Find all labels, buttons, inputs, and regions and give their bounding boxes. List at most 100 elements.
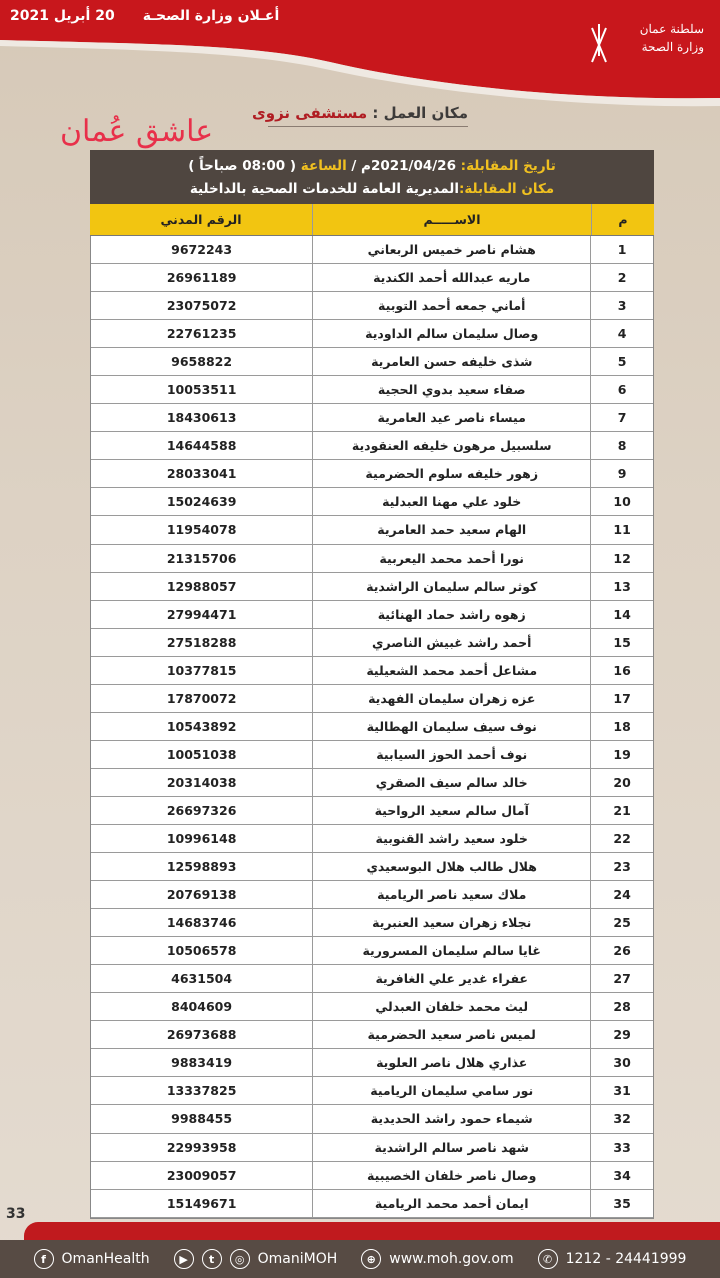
row-number: 28 bbox=[590, 993, 653, 1021]
row-number: 18 bbox=[590, 712, 653, 740]
table-row: 28 ليث محمد خلفان العبدلي 8404609 bbox=[91, 993, 653, 1022]
row-number: 23 bbox=[590, 853, 653, 881]
table-row: 2 ماريه عبدالله أحمد الكندية 26961189 bbox=[91, 264, 653, 293]
row-name: غايا سالم سليمان المسرورية bbox=[312, 937, 590, 965]
row-number: 19 bbox=[590, 740, 653, 768]
time-label: الساعة bbox=[300, 158, 347, 174]
col-number: م bbox=[591, 204, 654, 235]
row-name: شيماء حمود راشد الحديدية bbox=[312, 1105, 590, 1133]
facebook-icon[interactable]: f bbox=[33, 1249, 54, 1269]
website-link[interactable]: www.moh.gov.om bbox=[389, 1251, 514, 1267]
row-civil-id: 23009057 bbox=[166, 1167, 237, 1183]
row-number: 3 bbox=[590, 292, 653, 320]
row-civil-id: 27994471 bbox=[166, 606, 237, 622]
row-number: 26 bbox=[590, 937, 653, 965]
table-row: 9 زهور خليفه سلوم الحضرمية 28033041 bbox=[91, 460, 653, 489]
row-number: 13 bbox=[590, 572, 653, 600]
separator: / bbox=[351, 158, 357, 174]
row-name: شهد ناصر سالم الراشدية bbox=[312, 1133, 590, 1161]
table-row: 22 خلود سعيد راشد القنوبية 10996148 bbox=[91, 824, 653, 854]
logo-line2: وزارة الصحة bbox=[641, 40, 704, 54]
row-name: نوف سيف سليمان الهطالية bbox=[312, 712, 590, 740]
table-row: 33 شهد ناصر سالم الراشدية 22993958 bbox=[91, 1133, 653, 1162]
row-civil-id: 26973688 bbox=[166, 1027, 237, 1043]
youtube-icon[interactable]: ▶ bbox=[173, 1249, 194, 1269]
table-row: 35 ايمان أحمد محمد الريامية 15149671 bbox=[91, 1189, 653, 1218]
logo-line1: سلطنة عمان bbox=[639, 22, 704, 36]
work-label: مكان العمل : bbox=[372, 104, 468, 122]
row-civil-id: 10051038 bbox=[166, 746, 237, 762]
row-civil-id: 20314038 bbox=[166, 774, 237, 790]
row-civil-id: 9672243 bbox=[171, 242, 233, 258]
row-civil-id: 22993958 bbox=[166, 1139, 237, 1155]
row-name: زهوه راشد حماد الهنائية bbox=[312, 600, 590, 628]
row-number: 31 bbox=[590, 1077, 653, 1105]
table-row: 34 وصال ناصر خلفان الخصيبية 23009057 bbox=[91, 1161, 653, 1190]
row-name: ايمان أحمد محمد الريامية bbox=[312, 1189, 590, 1217]
table-row: 20 خالد سالم سيف الصقري 20314038 bbox=[91, 768, 653, 797]
table-row: 7 ميساء ناصر عيد العامرية 18430613 bbox=[91, 404, 653, 433]
row-number: 15 bbox=[590, 628, 653, 656]
row-number: 12 bbox=[590, 544, 653, 572]
row-civil-id: 12988057 bbox=[166, 578, 237, 594]
table-row: 24 ملاك سعيد ناصر الريامية 20769138 bbox=[91, 881, 653, 910]
table-row: 4 وصال سليمان سالم الداودية 22761235 bbox=[91, 320, 653, 349]
row-name: زهور خليفه سلوم الحضرمية bbox=[312, 460, 590, 488]
work-value: مستشفى نزوى bbox=[252, 104, 368, 122]
row-name: ليث محمد خلفان العبدلي bbox=[312, 993, 590, 1021]
table-row: 10 خلود علي مهنا العبدلية 15024639 bbox=[91, 488, 653, 517]
row-name: نورا أحمد محمد اليعربية bbox=[312, 544, 590, 572]
row-number: 14 bbox=[590, 600, 653, 628]
table-row: 21 آمال سالم سعيد الرواحية 26697326 bbox=[91, 796, 653, 825]
row-number: 4 bbox=[590, 320, 653, 348]
table-row: 16 مشاعل أحمد محمد الشعيلية 10377815 bbox=[91, 656, 653, 685]
row-number: 11 bbox=[590, 516, 653, 544]
phone-icon: ✆ bbox=[537, 1249, 558, 1269]
date-label: تاريخ المقابلة: bbox=[460, 158, 556, 174]
twitter-icon[interactable]: t bbox=[201, 1249, 222, 1269]
page-number: 33 bbox=[6, 1206, 26, 1222]
row-number: 32 bbox=[590, 1105, 653, 1133]
row-number: 20 bbox=[590, 768, 653, 796]
row-name: عزه زهران سليمان الفهدية bbox=[312, 684, 590, 712]
row-name: آمال سالم سعيد الرواحية bbox=[312, 796, 590, 824]
row-number: 35 bbox=[590, 1189, 653, 1217]
table-row: 17 عزه زهران سليمان الفهدية 17870072 bbox=[91, 684, 653, 713]
globe-icon: ⊕ bbox=[361, 1249, 382, 1269]
table-row: 15 أحمد راشد غبيش الناصري 27518288 bbox=[91, 628, 653, 657]
row-name: سلسبيل مرهون خليفه العنقودية bbox=[312, 432, 590, 460]
crescent-logo-icon bbox=[572, 12, 607, 80]
row-number: 17 bbox=[590, 684, 653, 712]
row-number: 21 bbox=[590, 796, 653, 824]
social-handle[interactable]: OmaniMOH bbox=[257, 1251, 338, 1267]
row-number: 25 bbox=[590, 909, 653, 937]
row-civil-id: 10506578 bbox=[166, 943, 237, 959]
row-number: 27 bbox=[590, 965, 653, 993]
table-row: 3 أماني جمعه أحمد التوبية 23075072 bbox=[91, 292, 653, 321]
row-civil-id: 27518288 bbox=[166, 634, 237, 650]
row-civil-id: 9988455 bbox=[171, 1111, 233, 1127]
row-name: هلال طالب هلال البوسعيدي bbox=[312, 853, 590, 881]
row-civil-id: 14683746 bbox=[166, 915, 237, 931]
instagram-icon[interactable]: ◎ bbox=[229, 1249, 250, 1269]
row-name: نوف أحمد الحوز السيابية bbox=[312, 740, 590, 768]
table-row: 19 نوف أحمد الحوز السيابية 10051038 bbox=[91, 740, 653, 769]
place-label: مكان المقابلة: bbox=[458, 181, 555, 197]
row-name: نجلاء زهران سعيد العنبرية bbox=[312, 909, 590, 937]
header-date: 20 أبريل 2021 bbox=[10, 8, 115, 24]
row-number: 16 bbox=[590, 656, 653, 684]
row-name: عذاري هلال ناصر العلوية bbox=[312, 1049, 590, 1077]
table-row: 1 هشام ناصر خميس الربعاني 9672243 bbox=[91, 236, 653, 265]
row-name: شذى خليفه حسن العامرية bbox=[312, 348, 590, 376]
row-civil-id: 4631504 bbox=[171, 971, 233, 987]
table-row: 30 عذاري هلال ناصر العلوية 9883419 bbox=[91, 1049, 653, 1078]
table-row: 27 عفراء غدير علي الغافرية 4631504 bbox=[91, 965, 653, 994]
header-text: أعـلان وزارة الصحـة 20 أبريل 2021 bbox=[10, 8, 279, 24]
row-civil-id: 10053511 bbox=[166, 382, 237, 398]
footer: f OmanHealth ▶ t ◎ OmaniMOH ⊕ www.moh.gov.om … bbox=[0, 1240, 720, 1278]
date-value: 2021/04/26م bbox=[361, 158, 456, 174]
row-name: ميساء ناصر عيد العامرية bbox=[312, 404, 590, 432]
table-body: 1 هشام ناصر خميس الربعاني 9672243 2 ماريه عب… bbox=[90, 236, 654, 1219]
row-number: 22 bbox=[590, 824, 653, 853]
facebook-handle[interactable]: OmanHealth bbox=[61, 1251, 150, 1267]
